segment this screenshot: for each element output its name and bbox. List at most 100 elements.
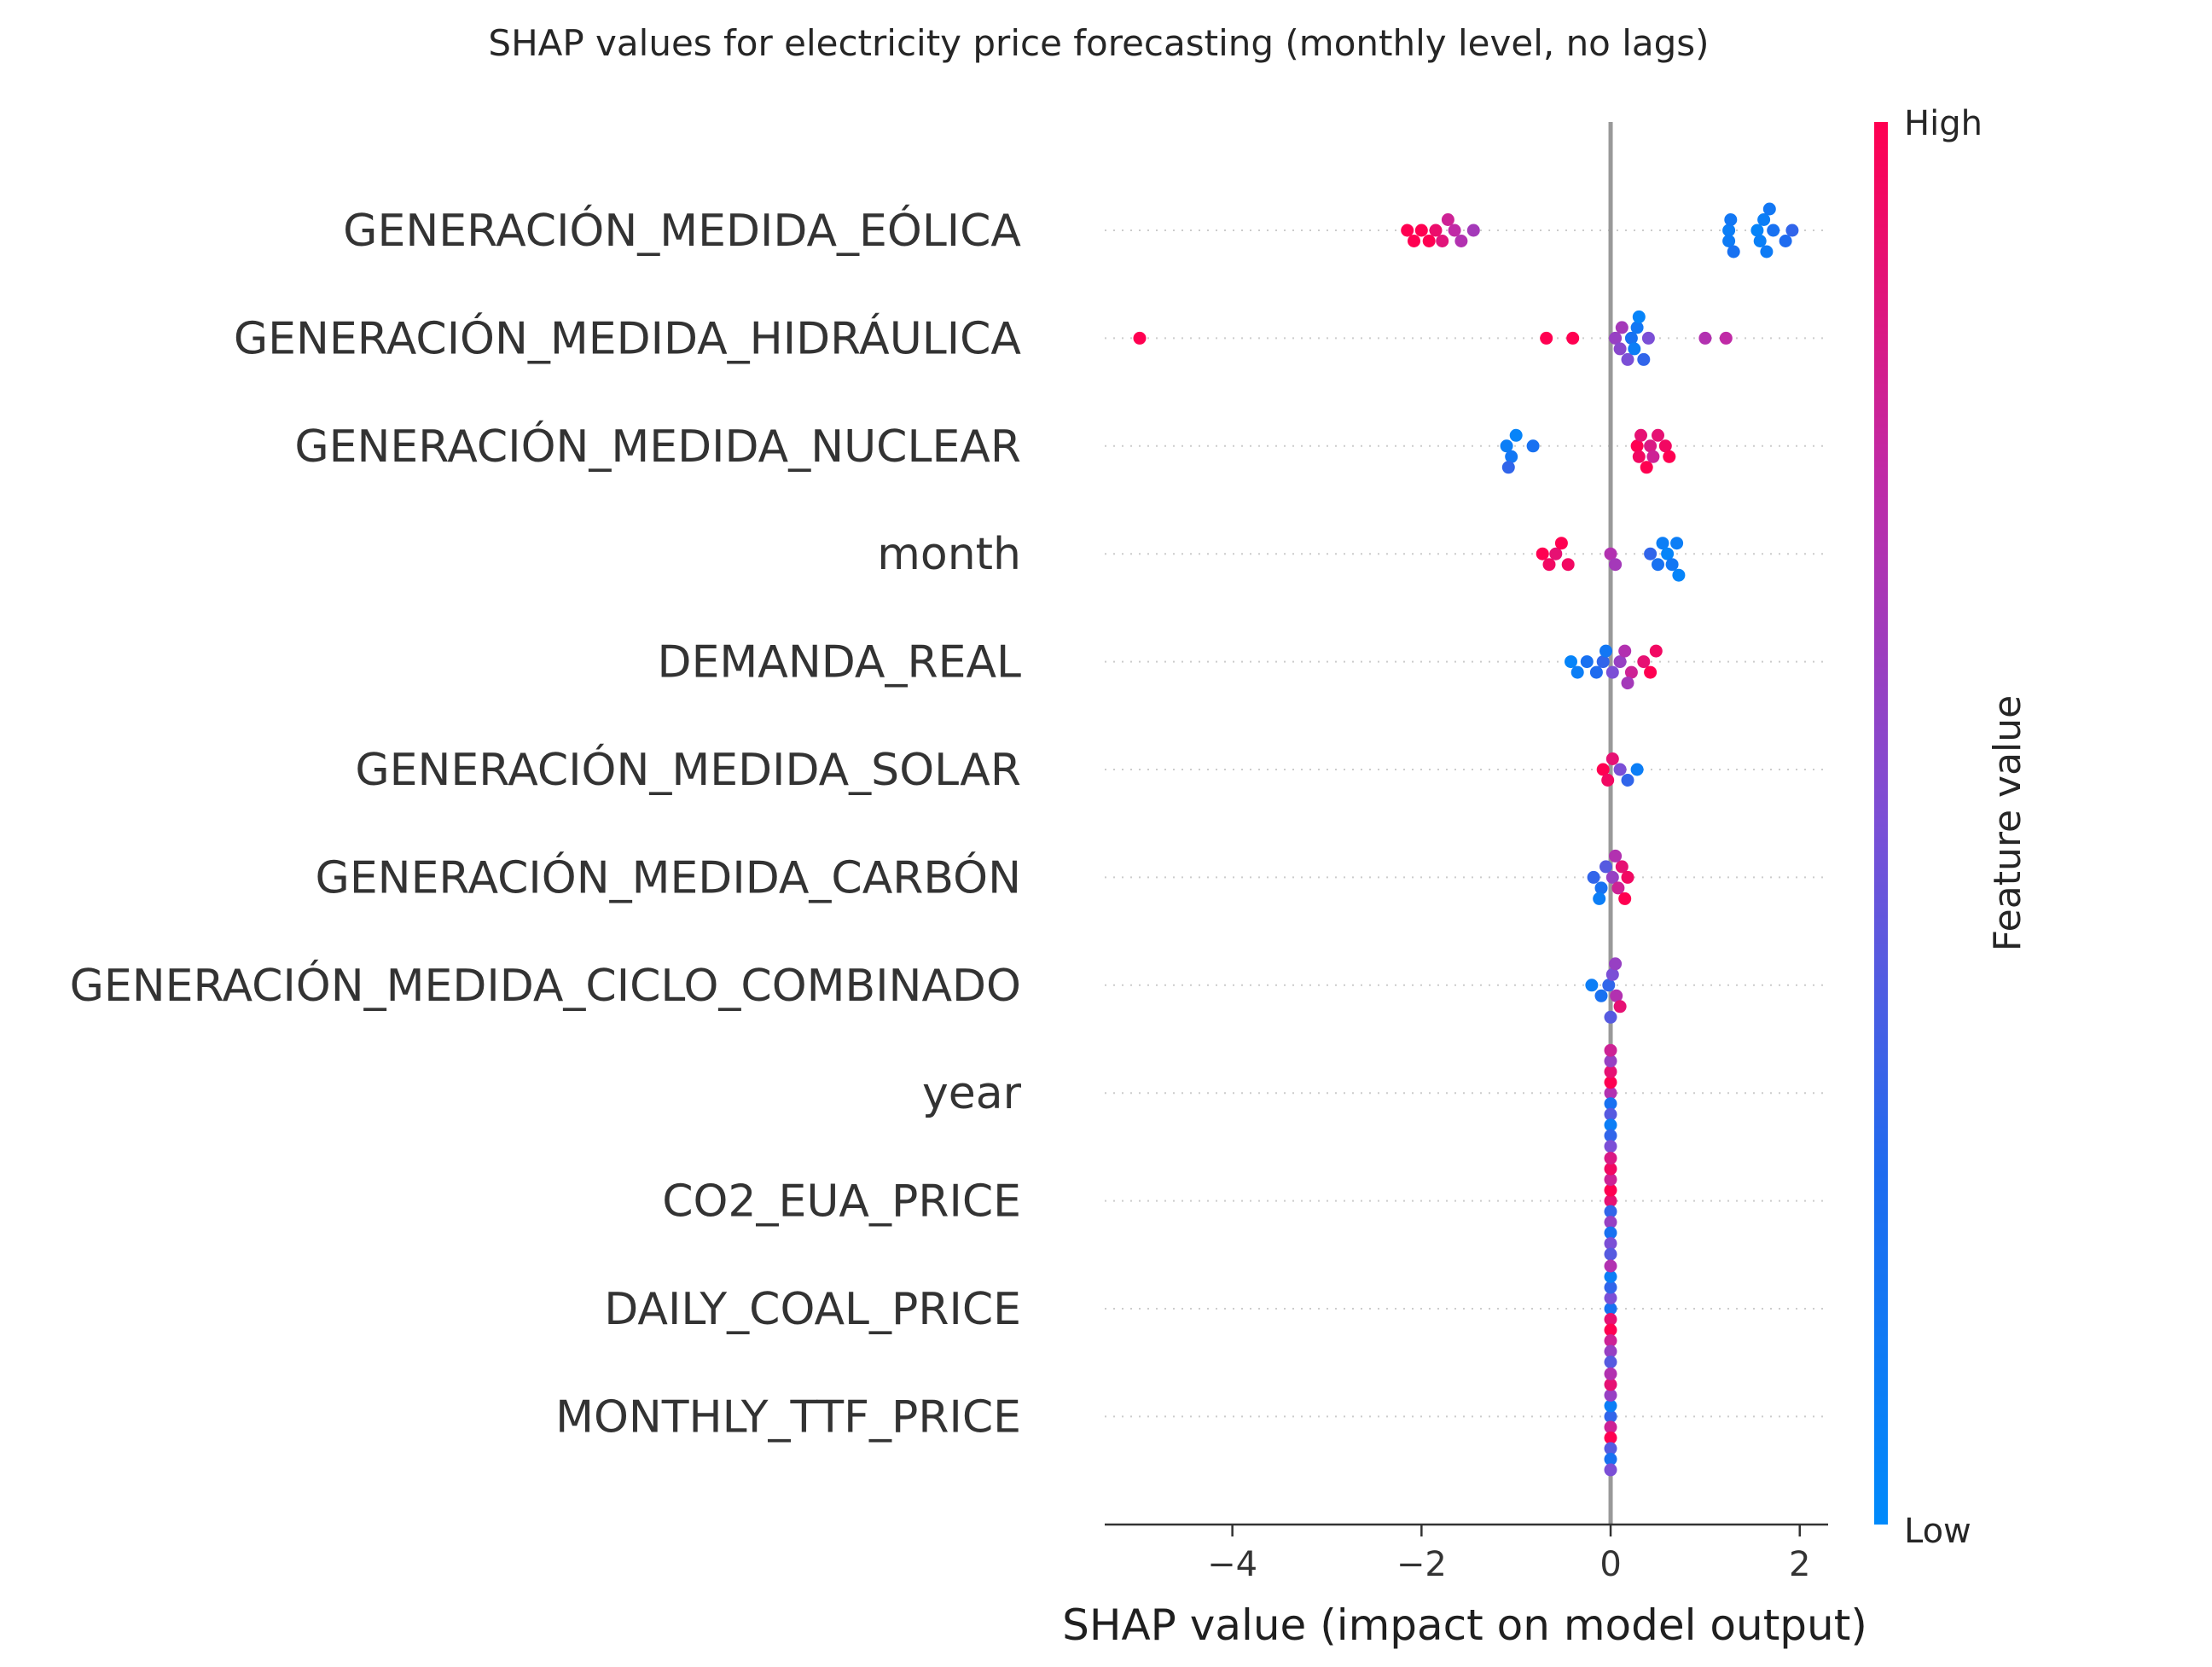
shap-point — [1609, 849, 1623, 863]
shap-point — [1630, 763, 1644, 776]
shap-point — [1604, 1152, 1617, 1165]
shap-point — [1604, 1378, 1617, 1391]
shap-point — [1624, 331, 1638, 345]
shap-point — [1604, 1356, 1617, 1368]
shap-point — [1727, 245, 1740, 258]
shap-point — [1652, 558, 1664, 572]
shap-point — [1604, 1259, 1617, 1273]
shap-point — [1604, 1399, 1617, 1413]
shap-point — [1609, 331, 1623, 345]
shap-point — [1604, 1420, 1617, 1434]
shap-point — [1621, 352, 1634, 366]
shap-point — [1585, 979, 1599, 992]
shap-point — [1722, 235, 1736, 247]
shap-point — [1760, 245, 1774, 258]
shap-point — [1505, 450, 1518, 463]
shap-point — [1587, 870, 1600, 884]
shap-point — [1604, 1409, 1617, 1423]
shap-point — [1658, 439, 1672, 453]
shap-point — [1632, 310, 1646, 323]
shap-point — [1665, 558, 1679, 572]
shap-point — [1641, 331, 1655, 345]
shap-point — [1609, 957, 1623, 971]
shap-point — [1605, 870, 1619, 884]
shap-point — [1604, 1302, 1617, 1316]
shap-point — [1604, 1183, 1617, 1197]
shap-point — [1618, 892, 1632, 905]
shap-point — [1615, 321, 1629, 334]
x-tick-label: −2 — [1396, 1545, 1447, 1584]
shap-point — [1637, 352, 1651, 366]
shap-point — [1501, 461, 1515, 474]
shap-point — [1604, 1334, 1617, 1347]
shap-point — [1779, 235, 1792, 247]
shap-point — [1644, 439, 1658, 453]
shap-point — [1613, 763, 1627, 776]
shap-point — [1609, 558, 1623, 572]
feature-label: GENERACIÓN_MEDIDA_SOLAR — [355, 743, 1021, 796]
shap-point — [1604, 1065, 1617, 1078]
feature-label: month — [877, 529, 1021, 580]
shap-point — [1753, 235, 1767, 247]
shap-point — [1570, 665, 1584, 679]
shap-point — [1604, 1452, 1617, 1466]
colorbar — [1874, 122, 1888, 1525]
shap-point — [1401, 224, 1414, 237]
shap-point — [1767, 224, 1780, 237]
shap-point — [1604, 1281, 1617, 1294]
colorbar-low-label: Low — [1904, 1512, 1971, 1551]
shap-point — [1602, 979, 1616, 992]
shap-point — [1621, 774, 1634, 787]
shap-point — [1596, 763, 1610, 776]
shap-point — [1133, 331, 1147, 345]
shap-point — [1762, 202, 1776, 216]
x-tick-label: 0 — [1599, 1545, 1621, 1584]
shap-point — [1604, 1388, 1617, 1402]
shap-point — [1604, 1323, 1617, 1337]
shap-point — [1500, 439, 1513, 453]
shap-point — [1580, 655, 1594, 669]
shap-point — [1561, 558, 1575, 572]
shap-point — [1422, 235, 1436, 247]
shap-point — [1604, 1129, 1617, 1142]
shap-point — [1724, 213, 1738, 226]
shap-point — [1656, 537, 1669, 550]
shap-point — [1454, 235, 1468, 247]
shap-point — [1448, 224, 1461, 237]
shap-point — [1599, 644, 1612, 658]
shap-point — [1640, 461, 1653, 474]
colorbar-high-label: High — [1904, 104, 1983, 143]
shap-point — [1605, 752, 1619, 765]
shap-point — [1750, 224, 1764, 237]
shap-point — [1615, 860, 1629, 874]
shap-point — [1593, 892, 1606, 905]
shap-point — [1604, 1107, 1617, 1121]
shap-point — [1566, 331, 1580, 345]
shap-point — [1634, 428, 1647, 442]
shap-point — [1594, 881, 1608, 895]
shap-point — [1596, 655, 1610, 669]
shap-point — [1632, 450, 1646, 463]
shap-point — [1414, 224, 1428, 237]
shap-point — [1644, 547, 1658, 561]
shap-point — [1661, 547, 1675, 561]
shap-point — [1540, 331, 1553, 345]
shap-point — [1604, 1140, 1617, 1153]
feature-label: GENERACIÓN_MEDIDA_HIDRÁULICA — [234, 311, 1022, 364]
shap-point — [1618, 644, 1632, 658]
shap-point — [1604, 1247, 1617, 1261]
shap-point — [1621, 677, 1634, 690]
shap-point — [1624, 665, 1638, 679]
shap-point — [1436, 235, 1449, 247]
shap-point — [1441, 213, 1454, 226]
shap-point — [1604, 1076, 1617, 1089]
shap-point — [1604, 1010, 1617, 1024]
feature-label: GENERACIÓN_MEDIDA_EÓLICA — [343, 204, 1021, 257]
shap-point — [1672, 568, 1686, 582]
feature-label: GENERACIÓN_MEDIDA_CARBÓN — [316, 851, 1021, 903]
shap-point — [1605, 665, 1619, 679]
shap-point — [1604, 1118, 1617, 1132]
shap-point — [1604, 1194, 1617, 1208]
shap-point — [1621, 870, 1634, 884]
shap-point — [1604, 1205, 1617, 1218]
